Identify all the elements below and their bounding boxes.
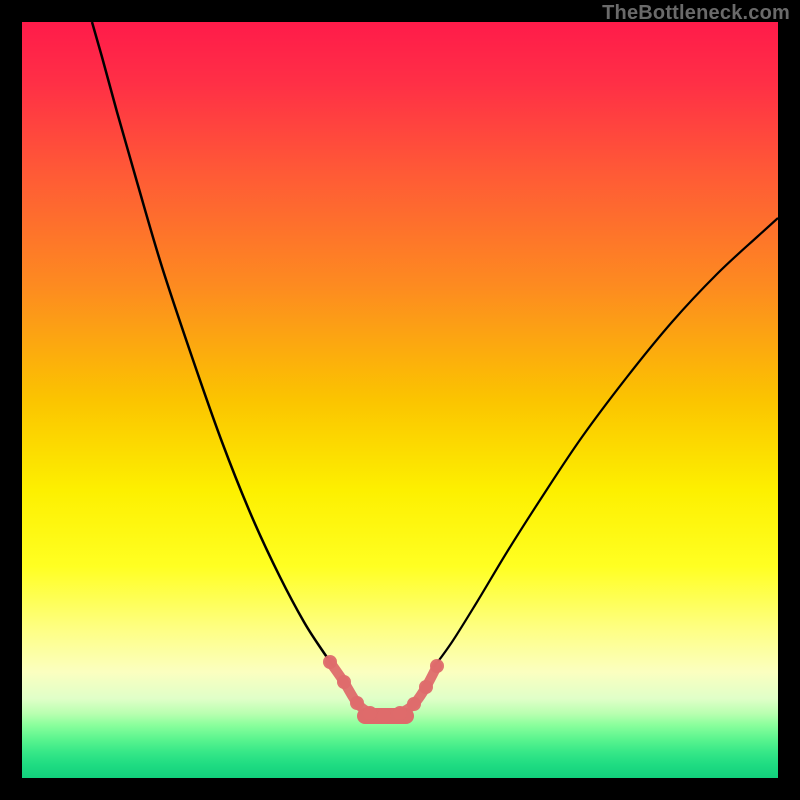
curve-node [350,696,364,710]
curve-node [419,680,433,694]
chart-svg [22,22,778,778]
curve-node [363,706,377,720]
curve-node [337,675,351,689]
curve-node [377,709,391,723]
bottleneck-chart [22,22,778,778]
curve-node [407,697,421,711]
gradient-bg [22,22,778,778]
curve-node [323,655,337,669]
curve-node [393,706,407,720]
curve-node [430,659,444,673]
